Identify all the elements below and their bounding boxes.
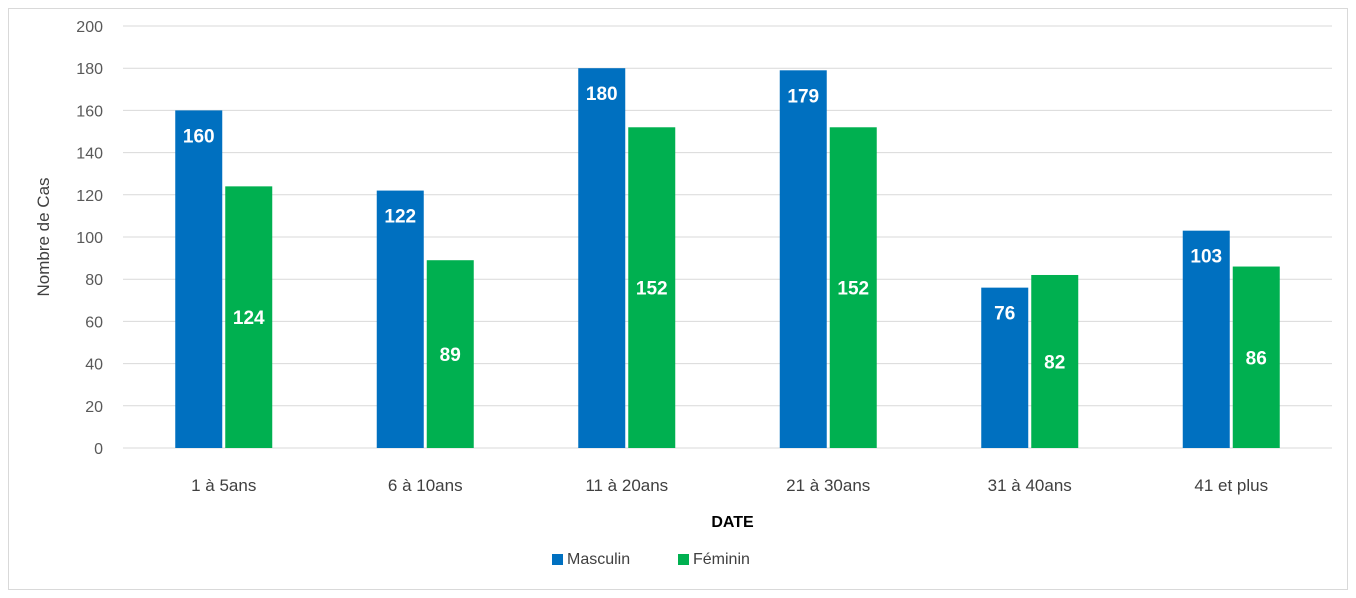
x-category-label: 21 à 30ans [786,476,870,495]
data-label: 122 [384,207,416,228]
y-tick-label: 140 [76,146,103,163]
bar-masculin-2 [376,190,424,448]
bar-masculin-3 [578,68,626,448]
y-tick-label: 40 [85,357,103,374]
bar-masculin-4 [779,70,827,448]
bar-masculin-6 [1182,230,1230,448]
data-label: 82 [1044,352,1065,373]
data-label: 89 [440,345,461,366]
y-tick-label: 100 [76,230,103,247]
bar-f-minin-5 [1031,274,1079,448]
y-tick-label: 180 [76,61,103,78]
bar-f-minin-6 [1232,266,1280,448]
legend-label: Féminin [693,551,750,568]
x-axis-title: DATE [711,514,754,531]
data-label: 180 [586,84,618,105]
legend-label: Masculin [567,551,630,568]
x-category-label: 11 à 20ans [585,476,668,495]
y-tick-label: 200 [76,19,103,36]
data-label: 179 [787,86,819,107]
data-label: 160 [183,126,215,147]
legend-swatch-masculin [552,554,563,565]
y-tick-label: 60 [85,314,103,331]
x-category-label: 41 et plus [1194,476,1268,495]
bar-f-minin-3 [628,127,676,448]
bar-masculin-1 [175,110,223,449]
bar-f-minin-2 [426,260,474,448]
data-label: 103 [1190,247,1222,268]
y-tick-label: 160 [76,103,103,120]
data-label: 152 [636,279,668,300]
bar-f-minin-4 [829,127,877,448]
data-label: 152 [837,279,869,300]
legend: Masculin Féminin [552,551,750,568]
data-label: 86 [1246,348,1267,369]
bar-masculin-5 [981,287,1029,448]
data-label: 124 [233,308,265,329]
x-category-label: 6 à 10ans [388,476,463,495]
y-tick-label: 80 [85,272,103,289]
y-tick-label: 0 [94,441,103,458]
x-category-label: 1 à 5ans [191,476,256,495]
x-category-label: 31 à 40ans [988,476,1072,495]
data-label: 76 [994,304,1015,325]
y-tick-label: 120 [76,188,103,205]
y-tick-label: 20 [85,399,103,416]
y-axis-title: Nombre de Cas [34,177,53,296]
bar-f-minin-1 [225,186,273,449]
legend-swatch-f-minin [678,554,689,565]
